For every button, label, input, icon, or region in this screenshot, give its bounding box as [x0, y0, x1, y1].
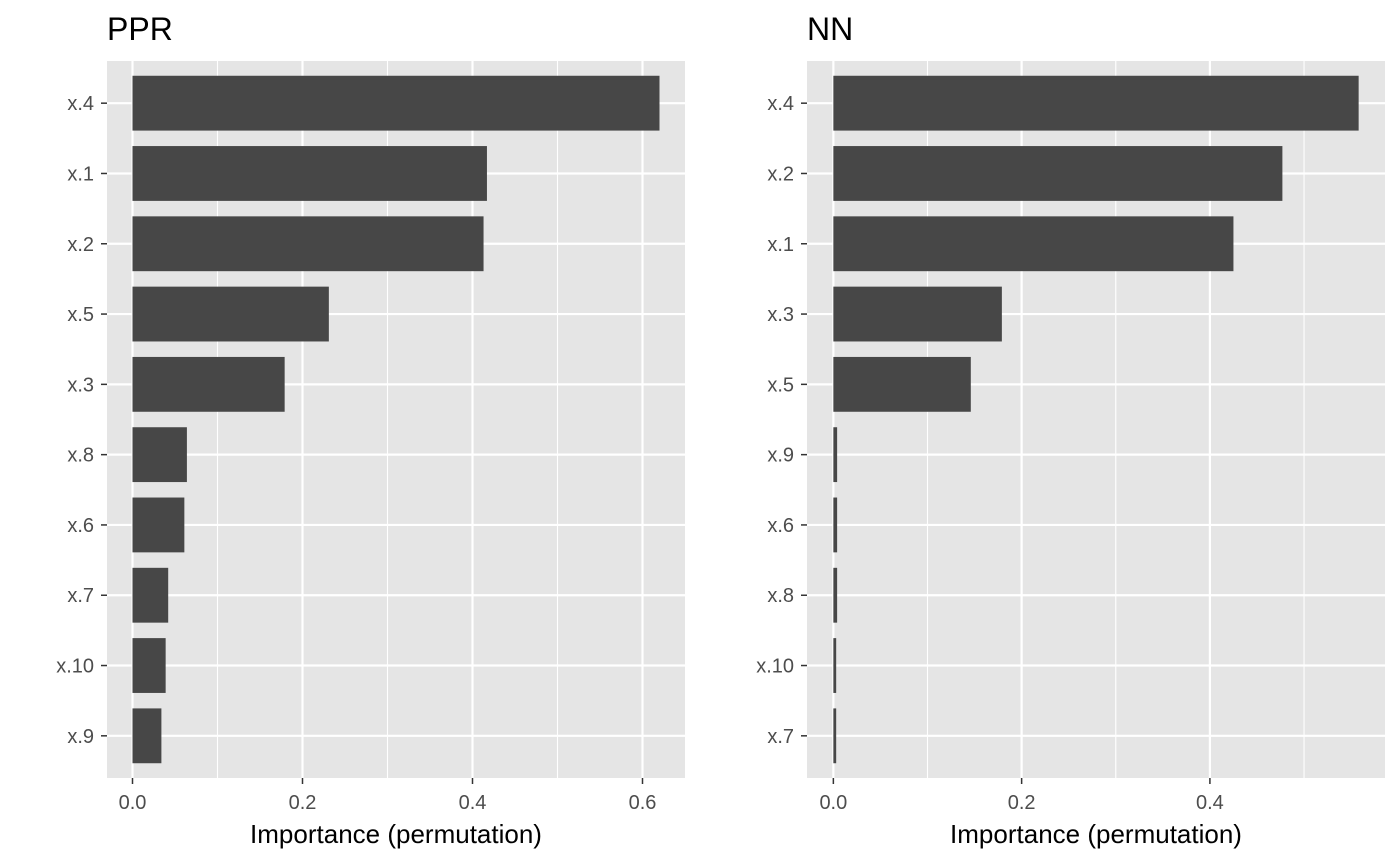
y-tick-label: x.5	[67, 304, 94, 326]
x-tick-label: 0.4	[1196, 792, 1224, 814]
y-tick-label: x.10	[56, 656, 94, 678]
bar-x.7	[132, 567, 169, 623]
chart-panel-2: x.4 x.2 x.1 x.3 x.5 x.9 x.6 x.8 x.10 x.7 0.0 0.2 0.4…	[756, 11, 1385, 849]
y-tick-label: x.2	[67, 234, 94, 256]
x-axis-label: Importance (permutation)	[250, 819, 542, 849]
bar-x.7	[833, 708, 837, 764]
y-tick-label: x.2	[767, 163, 794, 185]
bar-x.2	[132, 216, 484, 272]
y-tick-label: x.7	[67, 585, 94, 607]
bar-x.5	[833, 356, 971, 412]
x-tick-label: 0.0	[119, 792, 147, 814]
bar-x.8	[833, 567, 838, 623]
y-tick-label: x.3	[767, 304, 794, 326]
bar-x.5	[132, 286, 329, 342]
x-tick-label: 0.4	[459, 792, 487, 814]
bar-x.10	[833, 638, 837, 693]
chart-title: PPR	[107, 11, 173, 47]
bar-x.1	[132, 146, 487, 201]
x-tick-label: 0.2	[1008, 792, 1036, 814]
y-tick-label: x.6	[67, 515, 94, 537]
y-tick-label: x.6	[767, 515, 794, 537]
y-tick-label: x.1	[767, 234, 794, 256]
y-tick-label: x.1	[67, 163, 94, 185]
bar-x.3	[132, 356, 285, 412]
bar-x.4	[132, 75, 660, 131]
y-tick-label: x.8	[767, 585, 794, 607]
x-tick-label: 0.0	[819, 792, 847, 814]
chart-panel-1: x.4 x.1 x.2 x.5 x.3 x.8 x.6 x.7 x.10 x.9 0.0 0.2 0.4…	[56, 11, 685, 849]
bar-x.4	[833, 75, 1359, 131]
y-tick-label: x.3	[67, 374, 94, 396]
y-tick-label: x.9	[767, 445, 794, 467]
bar-x.6	[833, 497, 838, 553]
y-tick-label: x.4	[767, 93, 794, 115]
bar-x.3	[833, 286, 1002, 342]
y-tick-label: x.4	[67, 93, 94, 115]
bar-x.6	[132, 497, 185, 553]
bar-x.8	[132, 427, 187, 483]
bar-x.10	[132, 638, 166, 693]
bar-x.2	[833, 146, 1283, 201]
chart-title: NN	[807, 11, 853, 47]
y-tick-label: x.10	[756, 656, 794, 678]
y-tick-label: x.5	[767, 374, 794, 396]
y-tick-label: x.9	[67, 726, 94, 748]
y-tick-label: x.8	[67, 445, 94, 467]
bar-x.9	[132, 708, 162, 764]
x-axis-label: Importance (permutation)	[950, 819, 1242, 849]
bar-x.9	[833, 427, 838, 483]
y-tick-label: x.7	[767, 726, 794, 748]
x-tick-label: 0.6	[629, 792, 657, 814]
bar-x.1	[833, 216, 1234, 272]
x-tick-label: 0.2	[289, 792, 317, 814]
